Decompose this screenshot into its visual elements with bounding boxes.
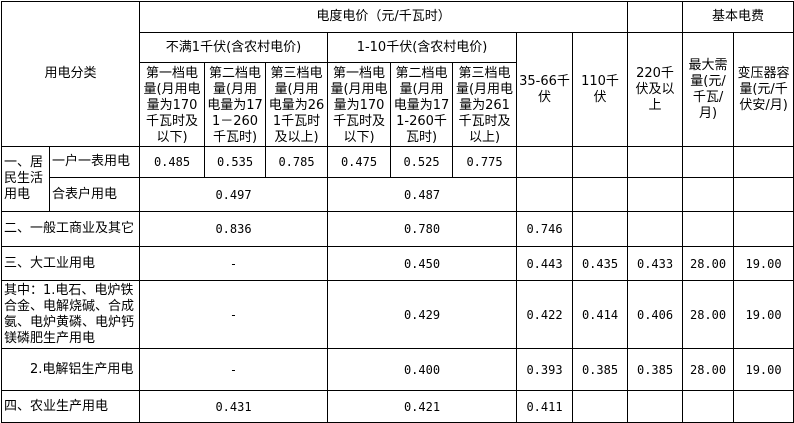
table-row: 其中：1.电石、电炉铁合金、电解烧碱、合成氨、电炉黄磷、电炉钙镁磷肥生产用电 -… <box>0 280 794 349</box>
empty-header-cell <box>627 1 684 33</box>
cell: 0.775 <box>452 146 518 178</box>
cell <box>572 177 629 212</box>
cell <box>516 146 574 178</box>
kv-220-header: 220千伏及以上 <box>627 32 684 147</box>
basic-fee-header: 基本电费 <box>682 1 794 33</box>
table-row: 合表户用电 0.497 0.487 <box>2 177 794 212</box>
cell: - <box>139 348 329 391</box>
tier-1-1-10kv: 第一档电量(月用电量为170千瓦时及以下) <box>327 62 392 147</box>
row-label: 其中：1.电石、电炉铁合金、电解烧碱、合成氨、电炉黄磷、电炉钙镁磷肥生产用电 <box>0 280 141 349</box>
table-row: 三、大工业用电 - 0.450 0.443 0.435 0.433 28.00 … <box>0 246 794 281</box>
cell <box>682 390 735 423</box>
cell: 0.780 <box>327 211 518 247</box>
cell: 28.00 <box>682 246 735 281</box>
cell <box>733 390 794 423</box>
cell <box>682 146 735 178</box>
tier-2-below-1kv: 第二档电量(月用电量为171－260千瓦时) <box>204 62 267 147</box>
cell: 0.836 <box>139 211 329 247</box>
kv-35-66-header: 35-66千伏 <box>516 32 574 147</box>
cell <box>627 146 684 178</box>
cell <box>733 146 794 178</box>
row-label: 一户一表用电 <box>48 146 141 178</box>
cell: 0.400 <box>327 348 518 391</box>
header-row-2: 不满1千伏(含农村电价) 1-10千伏(含农村电价) 35-66千伏 110千伏… <box>2 32 794 147</box>
below-1kv-header: 不满1千伏(含农村电价) <box>139 32 329 63</box>
row-label: 四、农业生产用电 <box>0 390 141 423</box>
cell: 0.406 <box>627 280 684 349</box>
cell <box>733 177 794 212</box>
cell <box>627 211 684 247</box>
cell <box>516 177 574 212</box>
kv-110-header: 110千伏 <box>572 32 629 147</box>
cell: 0.485 <box>139 146 206 178</box>
cell: 0.411 <box>516 390 574 423</box>
cell: 0.385 <box>627 348 684 391</box>
cell: 0.429 <box>327 280 518 349</box>
cell <box>682 211 735 247</box>
cell: - <box>139 246 329 281</box>
row-label: 合表户用电 <box>48 177 141 212</box>
cell: 28.00 <box>682 280 735 349</box>
cell <box>572 390 629 423</box>
table-row: 一、居民生活用电 一户一表用电 0.485 0.535 0.785 0.475 … <box>1 146 794 212</box>
cell: 0.435 <box>572 246 629 281</box>
category-header: 用电分类 <box>0 1 141 147</box>
cell <box>572 211 629 247</box>
cell: 0.450 <box>327 246 518 281</box>
cell: 19.00 <box>733 246 794 281</box>
cell: 0.393 <box>516 348 574 391</box>
cell: 0.497 <box>139 177 329 212</box>
cell: 28.00 <box>682 348 735 391</box>
energy-price-header: 电度电价（元/千瓦时） <box>139 1 629 33</box>
max-demand-header: 最大需量(元/千瓦/月) <box>682 32 735 147</box>
cell: 0.746 <box>516 211 574 247</box>
cell: 0.422 <box>516 280 574 349</box>
cell <box>572 146 629 178</box>
row-label: 三、大工业用电 <box>0 246 141 281</box>
cell: 0.414 <box>572 280 629 349</box>
cell: 0.525 <box>390 146 454 178</box>
tier-2-1-10kv: 第二档电量(月用电量为171-260千瓦时) <box>390 62 454 147</box>
row-label: 一、居民生活用电 <box>1 146 50 212</box>
header-row-1: 用电分类 电度电价（元/千瓦时） 基本电费 <box>0 1 794 147</box>
cell: 0.385 <box>572 348 629 391</box>
transformer-capacity-header: 变压器容量(元/千伏安/月) <box>733 32 794 147</box>
kv-1-10-header: 1-10千伏(含农村电价) <box>327 32 518 63</box>
cell <box>682 177 735 212</box>
cell: 0.443 <box>516 246 574 281</box>
cell: 0.785 <box>265 146 329 178</box>
tier-3-1-10kv: 第三档电量(月用电量为261千瓦时及以上) <box>452 62 518 147</box>
cell: - <box>139 280 329 349</box>
cell: 0.535 <box>204 146 267 178</box>
cell: 19.00 <box>733 280 794 349</box>
cell <box>733 211 794 247</box>
cell: 0.475 <box>327 146 392 178</box>
cell: 0.431 <box>139 390 329 423</box>
row-label: 二、一般工商业及其它 <box>0 211 141 247</box>
cell: 0.487 <box>327 177 518 212</box>
cell <box>627 177 684 212</box>
cell: 0.421 <box>327 390 518 423</box>
tier-1-below-1kv: 第一档电量(月用电量为170千瓦时及以下) <box>139 62 206 147</box>
cell: 0.433 <box>627 246 684 281</box>
cell: 19.00 <box>733 348 794 391</box>
tier-3-below-1kv: 第三档电量(月用电量为261千瓦时及以上) <box>265 62 329 147</box>
table-row: 2.电解铝生产用电 - 0.400 0.393 0.385 0.385 28.0… <box>0 348 794 391</box>
row-label: 2.电解铝生产用电 <box>0 348 141 391</box>
header-row-3: 第一档电量(月用电量为170千瓦时及以下) 第二档电量(月用电量为171－260… <box>2 62 794 147</box>
table-row: 四、农业生产用电 0.431 0.421 0.411 <box>0 390 794 423</box>
table-row: 二、一般工商业及其它 0.836 0.780 0.746 <box>0 211 794 247</box>
cell <box>627 390 684 423</box>
